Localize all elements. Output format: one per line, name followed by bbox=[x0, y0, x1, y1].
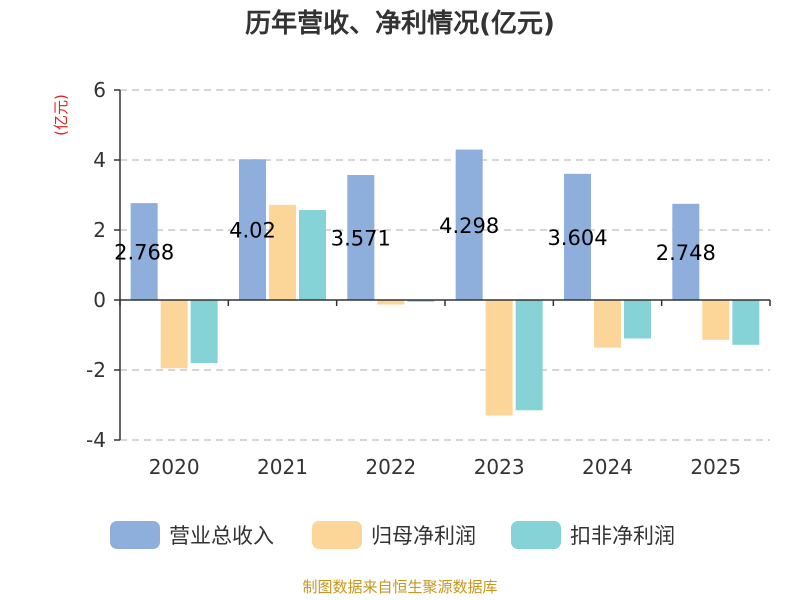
bar-series-2-2022 bbox=[377, 300, 405, 305]
bar-series-2-2024 bbox=[594, 300, 621, 348]
bar-series-1-2025 bbox=[672, 203, 700, 300]
x-tick-label: 2023 bbox=[474, 455, 525, 479]
legend-swatch-1[interactable] bbox=[110, 521, 160, 549]
x-tick-label: 2024 bbox=[582, 455, 633, 479]
bar-series-1-2021 bbox=[239, 159, 266, 300]
bar-series-1-2024 bbox=[564, 173, 591, 300]
bar-series-3-2024 bbox=[624, 300, 651, 339]
bar-series-3-2020 bbox=[190, 300, 218, 363]
x-tick-label: 2022 bbox=[365, 455, 416, 479]
data-label: 4.298 bbox=[439, 214, 499, 238]
y-tick-label: 0 bbox=[93, 288, 106, 312]
bar-series-2-2020 bbox=[160, 300, 188, 369]
bars bbox=[130, 149, 760, 416]
bar-series-1-2020 bbox=[130, 203, 158, 300]
y-tick-label: 2 bbox=[93, 218, 106, 242]
data-labels: 2.768 4.02 3.571 4.298 3.604 2.748 bbox=[114, 214, 716, 265]
gridlines bbox=[120, 89, 770, 441]
data-label: 2.768 bbox=[114, 241, 174, 265]
legend-swatch-2[interactable] bbox=[312, 521, 362, 549]
data-label: 3.604 bbox=[547, 226, 607, 250]
bar-series-2-2021 bbox=[269, 204, 296, 300]
legend-label-3[interactable]: 扣非净利润 bbox=[570, 524, 675, 548]
x-tick-label: 2025 bbox=[690, 455, 741, 479]
data-label: 4.02 bbox=[229, 219, 276, 243]
bar-series-1-2022 bbox=[347, 175, 375, 300]
x-tick-label: 2020 bbox=[149, 455, 200, 479]
bar-series-2-2025 bbox=[702, 300, 730, 340]
data-source-note: 制图数据来自恒生聚源数据库 bbox=[302, 578, 497, 596]
bar-series-3-2025 bbox=[732, 300, 760, 345]
bar-series-2-2023 bbox=[485, 300, 513, 416]
bar-series-3-2023 bbox=[515, 300, 543, 411]
y-tick-label: -2 bbox=[86, 358, 106, 382]
bar-series-3-2021 bbox=[299, 210, 326, 300]
y-tick-label: 4 bbox=[93, 148, 106, 172]
legend[interactable]: 营业总收入 归母净利润 扣非净利润 bbox=[110, 521, 675, 549]
data-label: 3.571 bbox=[331, 227, 391, 251]
x-tick-label: 2021 bbox=[257, 455, 308, 479]
bar-series-1-2023 bbox=[455, 149, 483, 300]
legend-label-2[interactable]: 归母净利润 bbox=[371, 524, 476, 548]
bar-series-3-2022 bbox=[407, 300, 435, 302]
y-tick-label: 6 bbox=[93, 78, 106, 102]
chart-title: 历年营收、净利情况(亿元) bbox=[245, 8, 555, 39]
data-label: 2.748 bbox=[656, 241, 716, 265]
y-axis-unit: (亿元) bbox=[52, 94, 70, 136]
y-tick-label: -4 bbox=[86, 428, 106, 452]
legend-label-1[interactable]: 营业总收入 bbox=[169, 524, 274, 548]
axes: -4 -2 0 2 4 6 2020 2021 2022 2023 2024 2025 bbox=[86, 78, 771, 479]
legend-swatch-3[interactable] bbox=[511, 521, 561, 549]
